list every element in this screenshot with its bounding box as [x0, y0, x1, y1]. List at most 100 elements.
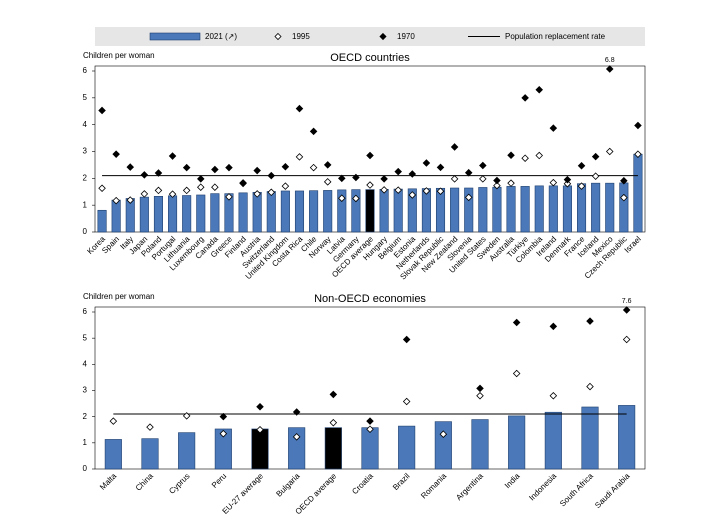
bar — [111, 199, 121, 233]
bar — [251, 428, 269, 470]
legend-label: 2021 (↗) — [205, 32, 237, 41]
y-tick-label: 2 — [83, 173, 88, 182]
marker — [292, 408, 301, 416]
bar — [288, 427, 306, 470]
marker — [267, 188, 276, 197]
marker — [112, 150, 120, 158]
bar — [548, 185, 558, 233]
bar — [104, 439, 122, 470]
legend-label: 1970 — [397, 32, 415, 41]
marker — [436, 187, 445, 195]
bar — [196, 194, 206, 233]
bar — [520, 186, 530, 233]
bar — [337, 189, 347, 233]
y-tick-label: 3 — [83, 147, 88, 156]
marker — [620, 176, 628, 185]
bar — [577, 183, 587, 233]
marker — [380, 175, 388, 183]
marker — [338, 174, 346, 183]
y-tick-label: 6 — [83, 307, 88, 316]
marker — [211, 183, 219, 191]
chart-title: OECD countries — [330, 52, 410, 64]
x-tick-label: Brazil — [391, 471, 412, 492]
y-tick-label: 4 — [83, 120, 88, 129]
marker — [253, 166, 261, 175]
x-tick-label: Bulgaria — [274, 471, 302, 499]
marker — [512, 369, 521, 378]
bar — [153, 196, 163, 233]
bar — [619, 182, 629, 233]
marker — [394, 167, 402, 176]
marker — [479, 175, 487, 183]
marker — [168, 152, 177, 160]
y-axis-label: Children per woman — [83, 51, 155, 60]
marker — [366, 151, 374, 160]
chart-title: Non-OECD economies — [314, 293, 426, 305]
bar — [238, 192, 248, 233]
marker — [549, 391, 558, 400]
bar — [141, 438, 159, 470]
marker — [402, 397, 411, 406]
bar — [361, 427, 379, 470]
x-tick-label: India — [503, 471, 522, 490]
bar — [633, 153, 643, 233]
marker — [366, 425, 374, 433]
bar — [421, 188, 431, 233]
marker — [197, 175, 205, 183]
marker — [182, 412, 191, 420]
marker — [323, 178, 332, 186]
x-tick-label: Saudi Arabia — [593, 471, 632, 510]
marker — [98, 184, 106, 193]
bar — [178, 432, 196, 470]
marker — [182, 186, 191, 195]
bar — [478, 187, 488, 233]
marker — [126, 196, 135, 204]
bar — [309, 190, 319, 233]
bar — [280, 190, 290, 233]
bar — [450, 187, 460, 233]
marker — [521, 154, 529, 162]
marker — [577, 161, 586, 170]
marker — [586, 317, 594, 325]
bar — [365, 189, 375, 233]
bar — [294, 190, 305, 233]
bar — [214, 428, 232, 470]
marker — [267, 171, 276, 180]
bar — [605, 182, 615, 233]
marker — [239, 179, 247, 187]
marker — [605, 65, 614, 73]
x-tick-label: Croatia — [350, 471, 375, 496]
marker — [535, 86, 543, 94]
marker — [323, 161, 332, 169]
marker — [577, 182, 586, 190]
bar — [508, 415, 526, 470]
x-tick-label: Israel — [623, 234, 643, 254]
marker — [182, 163, 191, 172]
marker — [422, 159, 431, 167]
marker — [281, 163, 290, 171]
x-tick-label: Peru — [210, 472, 228, 490]
marker — [112, 196, 120, 205]
bar — [492, 186, 502, 233]
bar — [407, 188, 417, 233]
x-tick-label: Indonesia — [527, 471, 558, 502]
legend-swatch — [149, 32, 201, 41]
marker — [225, 193, 233, 201]
marker — [493, 181, 501, 190]
y-tick-label: 5 — [83, 333, 88, 342]
bar — [591, 182, 601, 233]
marker — [535, 151, 543, 160]
marker — [211, 165, 219, 174]
marker — [109, 417, 118, 425]
bar — [210, 193, 220, 233]
y-tick-label: 5 — [83, 93, 88, 102]
marker — [493, 176, 501, 185]
bar — [398, 425, 416, 470]
y-axis-label: Children per woman — [83, 292, 155, 301]
legend-swatch — [379, 32, 387, 41]
bar — [534, 185, 544, 233]
marker — [521, 94, 529, 102]
marker — [439, 430, 448, 438]
marker — [563, 179, 572, 188]
marker — [464, 193, 473, 202]
